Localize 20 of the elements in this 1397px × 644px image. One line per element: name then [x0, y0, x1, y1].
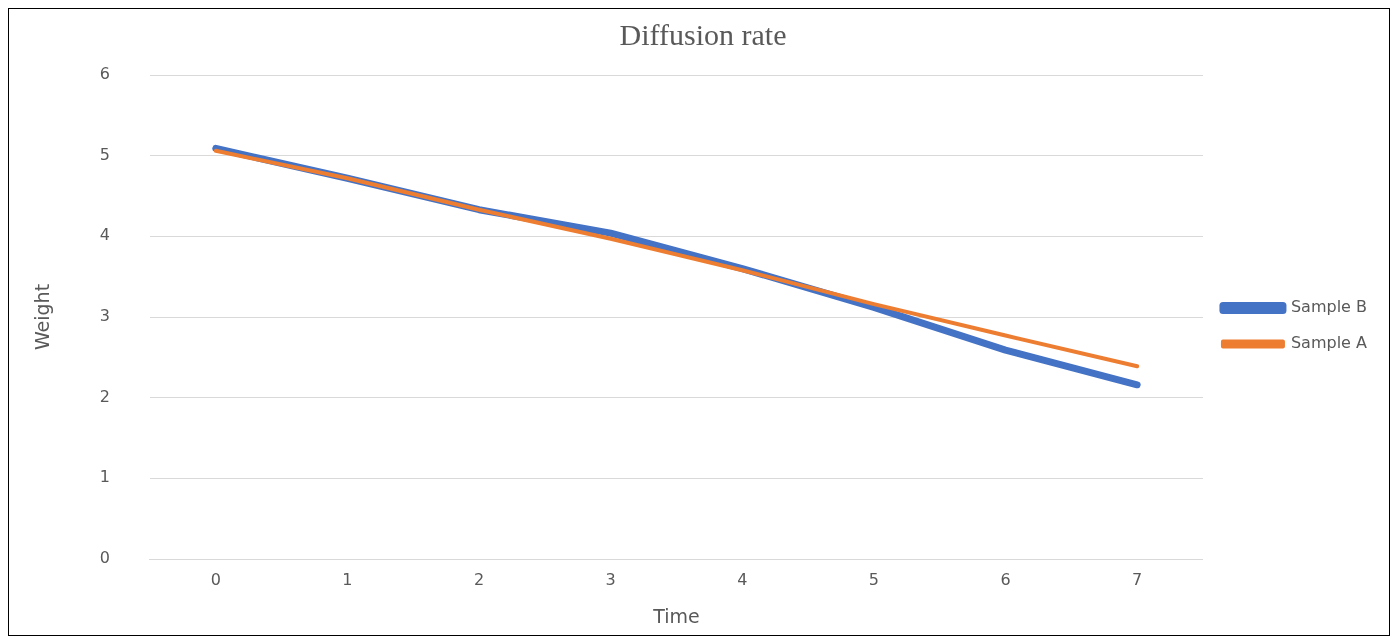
legend-label: Sample A: [1290, 333, 1368, 353]
x-tick-label: 2: [473, 569, 485, 589]
y-axis-title: Weight: [31, 283, 54, 351]
x-tick-label: 3: [605, 569, 616, 589]
y-tick-label: 3: [99, 306, 110, 326]
x-tick-label: 1: [342, 569, 353, 589]
y-tick-label: 4: [99, 225, 110, 245]
x-tick-label: 0: [210, 569, 221, 589]
y-tick-label: 2: [99, 386, 110, 406]
chart-title: Diffusion rate: [619, 17, 787, 51]
x-tick-label: 5: [868, 569, 879, 589]
x-tick-label: 7: [1132, 569, 1143, 589]
y-tick-label: 5: [99, 144, 110, 164]
x-axis-title: Time: [652, 604, 700, 627]
y-tick-label: 1: [99, 467, 110, 487]
legend-label: Sample B: [1290, 297, 1368, 317]
x-tick-label: 6: [1000, 569, 1011, 589]
y-tick-label: 0: [99, 548, 110, 568]
x-tick-label: 4: [737, 569, 748, 589]
y-tick-label: 6: [99, 64, 110, 84]
